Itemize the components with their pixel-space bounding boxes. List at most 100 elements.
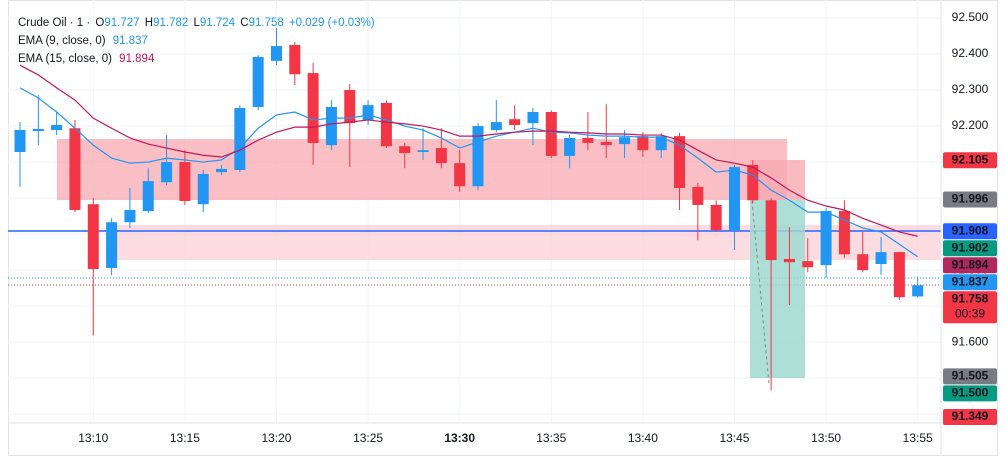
candle-body bbox=[87, 204, 99, 270]
candle-body bbox=[747, 164, 759, 201]
price-tag bbox=[943, 274, 997, 291]
candle-body bbox=[912, 285, 924, 297]
y-tick-label: 92.500 bbox=[952, 10, 989, 24]
candle-body bbox=[765, 200, 777, 261]
candle-body bbox=[655, 136, 667, 151]
x-tick-label: 13:40 bbox=[628, 431, 658, 445]
candle-body bbox=[893, 252, 905, 298]
ema-line bbox=[19, 64, 918, 237]
price-tag-label: 91.902 bbox=[952, 240, 989, 254]
ema-value: 91.894 bbox=[119, 53, 155, 65]
price-tag-label: 91.758 bbox=[952, 291, 989, 305]
candle-body bbox=[783, 258, 795, 263]
candle-body bbox=[637, 136, 649, 151]
legend-ema: EMA (15, close, 0) 91.894 bbox=[18, 53, 155, 65]
x-tick-label: 13:20 bbox=[261, 431, 291, 445]
candle-body bbox=[857, 254, 869, 271]
countdown-label: 00:39 bbox=[955, 306, 985, 320]
projection-arrow bbox=[751, 200, 770, 385]
ohlc-key: H bbox=[145, 17, 153, 29]
y-tick-label: 92.400 bbox=[952, 46, 989, 60]
price-tag bbox=[943, 385, 997, 402]
ohlc-key: C bbox=[240, 17, 248, 29]
y-tick-label: 92.300 bbox=[952, 82, 989, 96]
candle-body bbox=[124, 209, 136, 223]
ema-value: 91.837 bbox=[113, 35, 148, 47]
x-tick-label: 13:45 bbox=[719, 431, 749, 445]
candle-body bbox=[582, 137, 594, 143]
candle-body bbox=[14, 130, 26, 152]
x-tick-label: 13:15 bbox=[170, 431, 200, 445]
ohlc-value: 91.727 bbox=[104, 17, 139, 29]
ohlc-value: 91.724 bbox=[200, 17, 236, 29]
candle-body bbox=[472, 126, 484, 187]
candle-body bbox=[399, 146, 411, 154]
candle-body bbox=[362, 105, 374, 120]
candle-body bbox=[728, 167, 740, 231]
ohlc-value: 91.782 bbox=[153, 17, 188, 29]
candle-body bbox=[509, 119, 521, 125]
candle-body bbox=[490, 122, 502, 131]
ohlc-key: O bbox=[95, 17, 104, 29]
price-tag bbox=[943, 409, 997, 425]
candle-body bbox=[454, 163, 466, 187]
legend-symbol: Crude Oil · 1 · bbox=[18, 17, 90, 29]
candle-body bbox=[289, 45, 301, 75]
x-tick-label: 13:55 bbox=[903, 431, 933, 445]
price-tag-label: 91.500 bbox=[952, 386, 989, 400]
candle-body bbox=[838, 211, 850, 255]
price-tag-label: 91.908 bbox=[952, 223, 989, 237]
candle-body bbox=[564, 137, 576, 156]
candle-body bbox=[710, 204, 722, 231]
price-tag bbox=[943, 240, 997, 257]
x-tick-label: 13:25 bbox=[353, 431, 383, 445]
price-tag-label: 92.105 bbox=[952, 152, 989, 166]
candle-body bbox=[344, 90, 356, 124]
candle-body bbox=[106, 222, 118, 268]
price-tag-label: 91.996 bbox=[952, 192, 989, 206]
ohlc-change: +0.029 (+0.03%) bbox=[289, 17, 375, 29]
price-tag bbox=[943, 368, 997, 385]
candle-body bbox=[307, 73, 319, 143]
candle-body bbox=[619, 137, 631, 145]
y-tick-label: 92.200 bbox=[952, 118, 989, 132]
candle-body bbox=[802, 261, 814, 268]
candle-body bbox=[197, 173, 209, 205]
candle-body bbox=[325, 106, 337, 146]
ema-line bbox=[19, 87, 919, 258]
x-tick-label: 13:10 bbox=[78, 431, 108, 445]
x-tick-label: 13:50 bbox=[811, 431, 841, 445]
price-tag bbox=[943, 152, 997, 169]
price-tags: 92.105 91.996 91.908 91.902 91.894 91.837 91.7… bbox=[943, 152, 997, 425]
candle-body bbox=[69, 128, 81, 210]
price-tag bbox=[943, 223, 997, 240]
plot bbox=[14, 28, 924, 391]
x-tick-label: 13:30 bbox=[444, 431, 475, 445]
candle-body bbox=[600, 141, 612, 146]
candle-body bbox=[380, 103, 392, 147]
price-tag-label: 91.837 bbox=[952, 274, 989, 288]
target-zone bbox=[750, 200, 805, 378]
candle-body bbox=[270, 46, 282, 61]
price-tag-label: 91.894 bbox=[952, 257, 989, 271]
x-tick-label: 13:35 bbox=[536, 431, 566, 445]
candle-body bbox=[875, 252, 887, 265]
candle-body bbox=[161, 162, 173, 183]
legend-ohlc: Crude Oil · 1 · O91.727 H91.782 L91.724 … bbox=[18, 17, 375, 29]
candle-body bbox=[252, 56, 264, 107]
ema-name: EMA (15, close, 0) bbox=[18, 53, 112, 65]
candle-body bbox=[674, 136, 686, 189]
candle-body bbox=[142, 181, 154, 212]
candle-body bbox=[545, 112, 557, 156]
candle-body bbox=[32, 128, 44, 132]
candle-body bbox=[51, 124, 63, 131]
price-tag bbox=[943, 191, 997, 208]
candle-body bbox=[216, 168, 228, 173]
y-tick-label: 91.600 bbox=[952, 334, 989, 348]
ema-name: EMA (9, close, 0) bbox=[18, 35, 106, 47]
candle-body bbox=[527, 112, 539, 124]
candle-body bbox=[435, 148, 447, 164]
candle-body bbox=[820, 211, 832, 266]
candle-body bbox=[692, 186, 704, 205]
ohlc-value: 91.758 bbox=[249, 17, 284, 29]
